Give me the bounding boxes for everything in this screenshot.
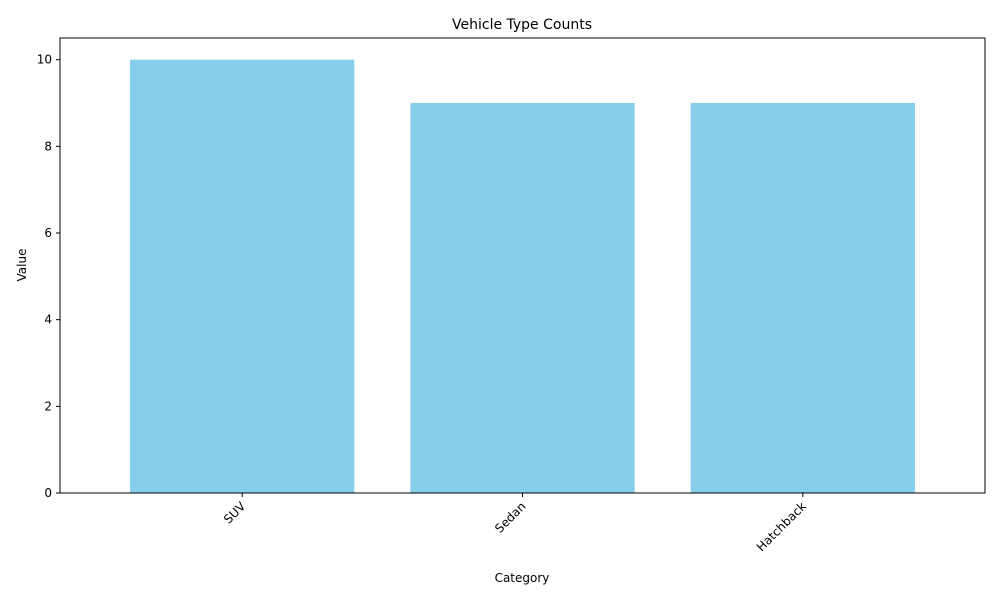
x-tick-label: SUV: [221, 499, 249, 527]
y-tick-label: 6: [44, 226, 52, 240]
y-tick-label: 2: [44, 399, 52, 413]
y-tick-label: 8: [44, 139, 52, 153]
x-tick-label: Hatchback: [754, 499, 809, 554]
y-tick-label: 0: [44, 486, 52, 500]
x-axis-ticks: SUV Sedan Hatchback: [221, 493, 809, 554]
y-axis-ticks: 0 2 4 6 8 10: [37, 53, 60, 500]
y-tick-label: 4: [44, 313, 52, 327]
y-axis-label: Value: [15, 249, 29, 282]
x-axis-label: Category: [495, 571, 550, 585]
x-tick-label: Sedan: [492, 499, 528, 535]
chart-title: Vehicle Type Counts: [452, 17, 592, 33]
y-tick-label: 10: [37, 53, 52, 67]
bar-sedan: [410, 103, 635, 493]
bar-suv: [130, 59, 355, 494]
bars-layer: [130, 59, 915, 494]
bar-hatchback: [690, 103, 915, 493]
